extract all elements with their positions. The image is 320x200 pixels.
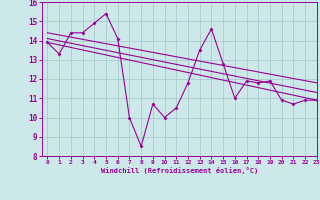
X-axis label: Windchill (Refroidissement éolien,°C): Windchill (Refroidissement éolien,°C) xyxy=(100,167,258,174)
